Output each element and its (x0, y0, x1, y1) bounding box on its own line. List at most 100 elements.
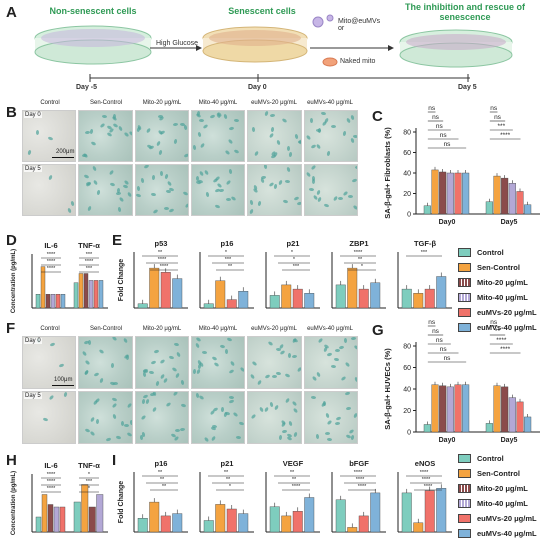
group-title: eNOS (415, 459, 435, 468)
stained-cell (213, 361, 220, 368)
sig-label: **** (292, 484, 301, 490)
bar (160, 515, 171, 533)
bar (335, 499, 346, 533)
sig-label: * (225, 250, 228, 256)
bar (137, 518, 148, 533)
sig-label: * (229, 484, 232, 490)
stained-cell (353, 345, 357, 351)
stained-cell (251, 360, 258, 367)
stained-cell (326, 352, 332, 357)
stained-cell (67, 207, 73, 213)
stained-cell (279, 350, 286, 356)
bar (81, 484, 89, 533)
stained-cell (270, 114, 276, 118)
stained-cell (135, 192, 142, 198)
stained-cell (175, 373, 180, 379)
stained-cell (315, 128, 321, 133)
stained-cell (317, 337, 323, 343)
sig-label: **** (47, 479, 56, 485)
stained-cell (180, 379, 185, 385)
day-label-0: Day 0 (248, 84, 267, 91)
sig-label: **** (424, 484, 433, 490)
stained-cell (140, 177, 145, 184)
y-axis-label: Concentration (pg/mL) (11, 249, 17, 313)
scale-bar-b: 200μm (56, 149, 75, 155)
stained-cell (275, 371, 282, 376)
y-axis-label: Concentration (pg/mL) (11, 471, 17, 535)
bar (501, 177, 509, 215)
sig-label: **** (47, 252, 56, 258)
stained-cell (214, 175, 221, 181)
sig-label: **** (158, 257, 167, 263)
micrograph-tile (134, 336, 189, 389)
stained-cell (150, 192, 157, 197)
bar (88, 506, 96, 533)
stained-cell (345, 406, 352, 411)
stained-cell (94, 397, 101, 403)
bar (423, 205, 431, 215)
stained-cell (148, 145, 155, 151)
sig-label: ns (444, 355, 452, 362)
stained-cell (350, 337, 357, 341)
stained-cell (228, 368, 235, 375)
sig-label: ** (292, 477, 297, 483)
stained-cell (335, 348, 341, 353)
row-label-f-day0: Day 0 (24, 338, 42, 344)
group-title: p53 (155, 239, 168, 248)
stained-cell (311, 376, 318, 382)
bar (35, 516, 42, 533)
bar (358, 288, 369, 309)
stained-cell (272, 375, 278, 379)
legend-mito-euMVs: Mito@euMVs or (338, 18, 388, 32)
legend-item: euMVs-20 μg/mL (458, 512, 537, 525)
panel-label-g: G (372, 322, 384, 339)
legend-swatch (458, 248, 471, 257)
stained-cell (93, 179, 99, 186)
y-axis-label: SA-β-gal+ Fibroblasts (%) (383, 127, 392, 219)
stained-cell (195, 342, 201, 349)
stained-cell (70, 200, 75, 207)
stained-cell (96, 189, 101, 195)
bar (370, 282, 381, 309)
stained-cell (105, 437, 112, 442)
legend-or-text: or (338, 25, 345, 32)
stained-cell (117, 125, 123, 132)
stained-cell (294, 133, 299, 140)
stained-cell (118, 196, 125, 202)
sig-label: *** (86, 266, 93, 272)
row-label-f-day5: Day 5 (24, 393, 42, 399)
bar (215, 504, 226, 533)
bar (137, 303, 148, 309)
bar (73, 501, 81, 533)
bar (203, 520, 214, 533)
stained-cell (146, 127, 152, 134)
micrograph-tile (190, 110, 246, 162)
legend-item: euMVs-40 μg/mL (458, 527, 537, 540)
stained-cell (335, 416, 341, 421)
group-title: p16 (221, 239, 234, 248)
bar (149, 267, 160, 309)
stained-cell (196, 368, 202, 375)
bar (172, 513, 183, 533)
stained-cell (354, 165, 357, 169)
stained-cell (291, 400, 298, 407)
stained-cell (142, 369, 148, 373)
stained-cell (226, 337, 233, 342)
stained-cell (235, 435, 242, 440)
sig-label: ** (158, 470, 163, 476)
stained-cell (162, 377, 169, 384)
sig-label: ns (428, 319, 436, 326)
sig-label: ** (495, 328, 501, 335)
stained-cell (140, 414, 147, 421)
stained-cell (106, 132, 113, 138)
stained-cell (293, 431, 298, 438)
bar (292, 511, 303, 533)
col-label-f-1: Control (40, 326, 60, 332)
chart-d: Concentration (pg/mL)IL-6 TNF-α**********… (11, 241, 108, 313)
legend-item: euMVs-20 μg/mL (458, 306, 537, 319)
stained-cell (352, 204, 357, 211)
bar (269, 506, 280, 533)
bar (462, 172, 470, 215)
y-tick-label: 0 (407, 212, 411, 219)
bar (423, 424, 431, 433)
